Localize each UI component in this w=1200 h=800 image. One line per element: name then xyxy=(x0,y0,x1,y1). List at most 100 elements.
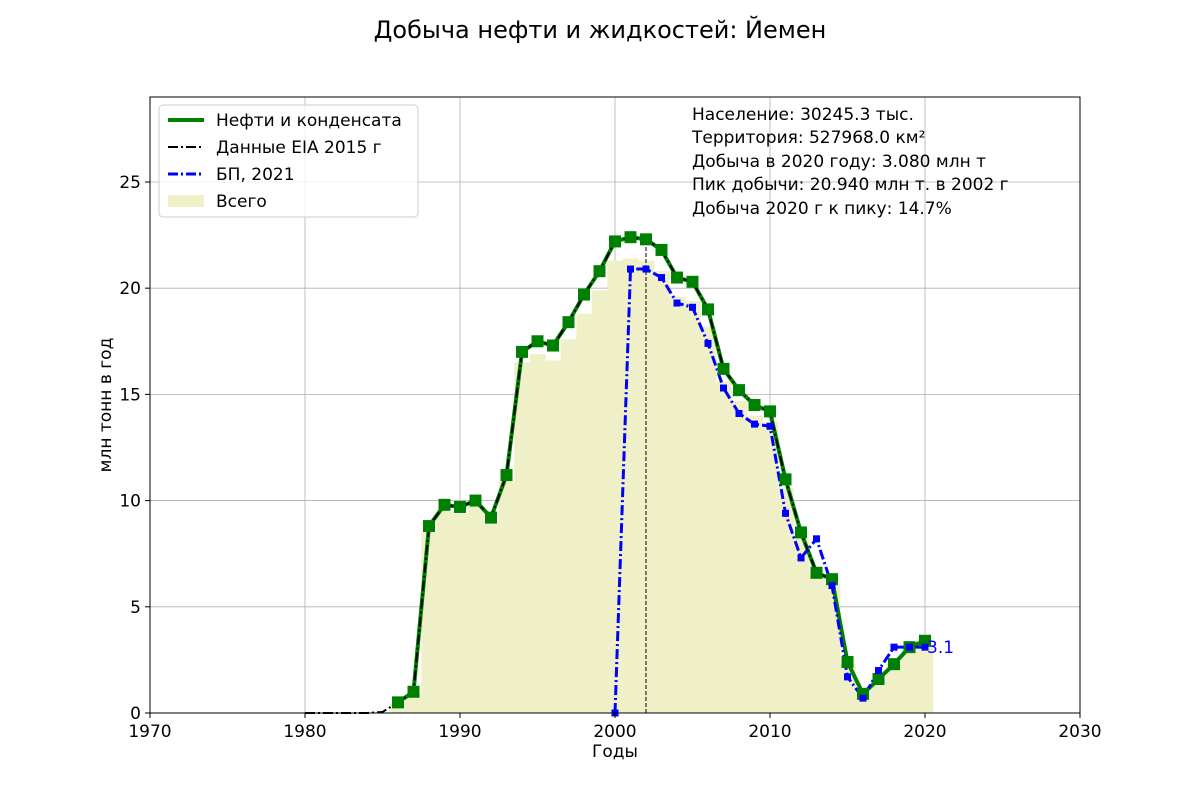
series-markers xyxy=(392,231,931,717)
total-bar xyxy=(700,326,717,713)
bp-point xyxy=(813,535,820,543)
total-bar xyxy=(746,415,763,713)
y-tick-label: 10 xyxy=(119,492,141,512)
y-tick-label: 0 xyxy=(130,704,141,724)
oil-point xyxy=(872,673,885,686)
oil-point xyxy=(764,405,776,418)
total-bar xyxy=(684,300,701,713)
total-bar xyxy=(793,538,810,713)
oil-point xyxy=(748,399,761,411)
x-axis-label: Годы xyxy=(592,742,638,762)
end-value-annotation: 3.1 xyxy=(927,638,954,658)
bp-point xyxy=(751,420,758,428)
bp-point xyxy=(689,303,696,311)
total-bar xyxy=(421,532,438,713)
total-bar xyxy=(483,521,500,713)
oil-point xyxy=(392,696,404,709)
info-peak: Пик добычи: 20.940 млн т. в 2002 г xyxy=(692,175,1009,195)
legend-box xyxy=(158,104,419,218)
y-axis-label: млн тонн в год xyxy=(96,338,116,473)
bp-point xyxy=(720,384,727,392)
total-bar xyxy=(607,260,624,713)
oil-point xyxy=(655,243,668,256)
info-block: Население: 30245.3 тыс. Территория: 5279… xyxy=(691,105,1009,219)
info-population: Население: 30245.3 тыс. xyxy=(692,105,914,125)
oil-point xyxy=(423,520,435,533)
oil-point xyxy=(640,233,652,246)
info-territory: Территория: 527968.0 км² xyxy=(691,128,925,148)
oil-point xyxy=(779,473,792,486)
oil-point xyxy=(485,511,497,524)
oil-point xyxy=(686,275,699,288)
total-bar xyxy=(653,271,670,713)
total-bar xyxy=(576,313,593,713)
oil-point xyxy=(733,384,745,397)
oil-point xyxy=(795,526,807,539)
oil-point xyxy=(407,685,420,698)
oil-point xyxy=(671,271,683,284)
total-bar xyxy=(467,506,484,713)
legend-label-bp: БП, 2021 xyxy=(216,165,295,185)
total-area xyxy=(390,258,934,713)
total-bar xyxy=(545,360,562,713)
bp-point xyxy=(875,667,882,675)
x-tick-label: 2020 xyxy=(903,722,946,742)
total-bar xyxy=(529,354,546,713)
bp-point xyxy=(844,673,851,681)
oil-point xyxy=(531,335,544,348)
total-bar xyxy=(870,679,887,713)
chart-title: Добыча нефти и жидкостей: Йемен xyxy=(374,15,827,44)
total-bar xyxy=(405,693,422,713)
oil-point xyxy=(609,235,621,248)
total-bar xyxy=(498,481,515,713)
legend: Нефти и конденсата Данные EIA 2015 г БП,… xyxy=(158,104,419,218)
bp-point xyxy=(673,299,681,307)
oil-point xyxy=(438,498,451,511)
oil-point xyxy=(702,303,714,316)
bp-point xyxy=(658,274,665,282)
total-bar xyxy=(777,487,794,713)
total-bar xyxy=(886,664,903,713)
axis-ticks: 1970 1980 1990 2000 2010 2020 2030 0 5 10 15 20 25 xyxy=(119,173,1101,742)
oil-point xyxy=(562,316,575,329)
bp-point xyxy=(735,409,743,417)
y-tick-label: 5 xyxy=(130,598,141,618)
oil-point xyxy=(547,339,559,352)
bp-point xyxy=(642,265,650,273)
x-tick-label: 2030 xyxy=(1058,722,1101,742)
total-bar xyxy=(715,381,732,713)
total-bar xyxy=(560,339,577,713)
oil-point xyxy=(454,500,466,513)
legend-label-total: Всего xyxy=(216,192,267,212)
total-bar xyxy=(669,296,686,713)
oil-point xyxy=(810,566,823,579)
oil-point xyxy=(717,362,730,375)
oil-point xyxy=(578,288,590,301)
bp-point xyxy=(890,643,898,651)
bp-point xyxy=(828,582,836,590)
info-production-2020: Добыча в 2020 году: 3.080 млн т xyxy=(692,152,986,172)
oil-point xyxy=(516,345,528,358)
oil-point xyxy=(841,656,854,669)
y-tick-label: 15 xyxy=(119,385,141,405)
bp-point xyxy=(797,554,805,562)
x-tick-label: 1980 xyxy=(283,722,326,742)
total-bar xyxy=(638,260,655,713)
total-bar xyxy=(839,664,856,713)
total-bar xyxy=(731,400,748,713)
total-bar xyxy=(622,258,639,713)
bp-point xyxy=(906,643,913,651)
y-tick-label: 20 xyxy=(119,279,141,299)
total-bar xyxy=(436,511,453,713)
x-tick-label: 2000 xyxy=(593,722,636,742)
bp-point xyxy=(704,339,712,347)
legend-label-eia: Данные EIA 2015 г xyxy=(216,138,382,158)
oil-point xyxy=(624,231,637,244)
total-bar xyxy=(917,647,934,713)
legend-swatch-total xyxy=(168,195,204,207)
info-ratio: Добыча 2020 г к пику: 14.7% xyxy=(692,199,952,219)
bp-point xyxy=(766,422,774,430)
total-bar xyxy=(808,577,825,713)
x-tick-label: 1990 xyxy=(438,722,481,742)
